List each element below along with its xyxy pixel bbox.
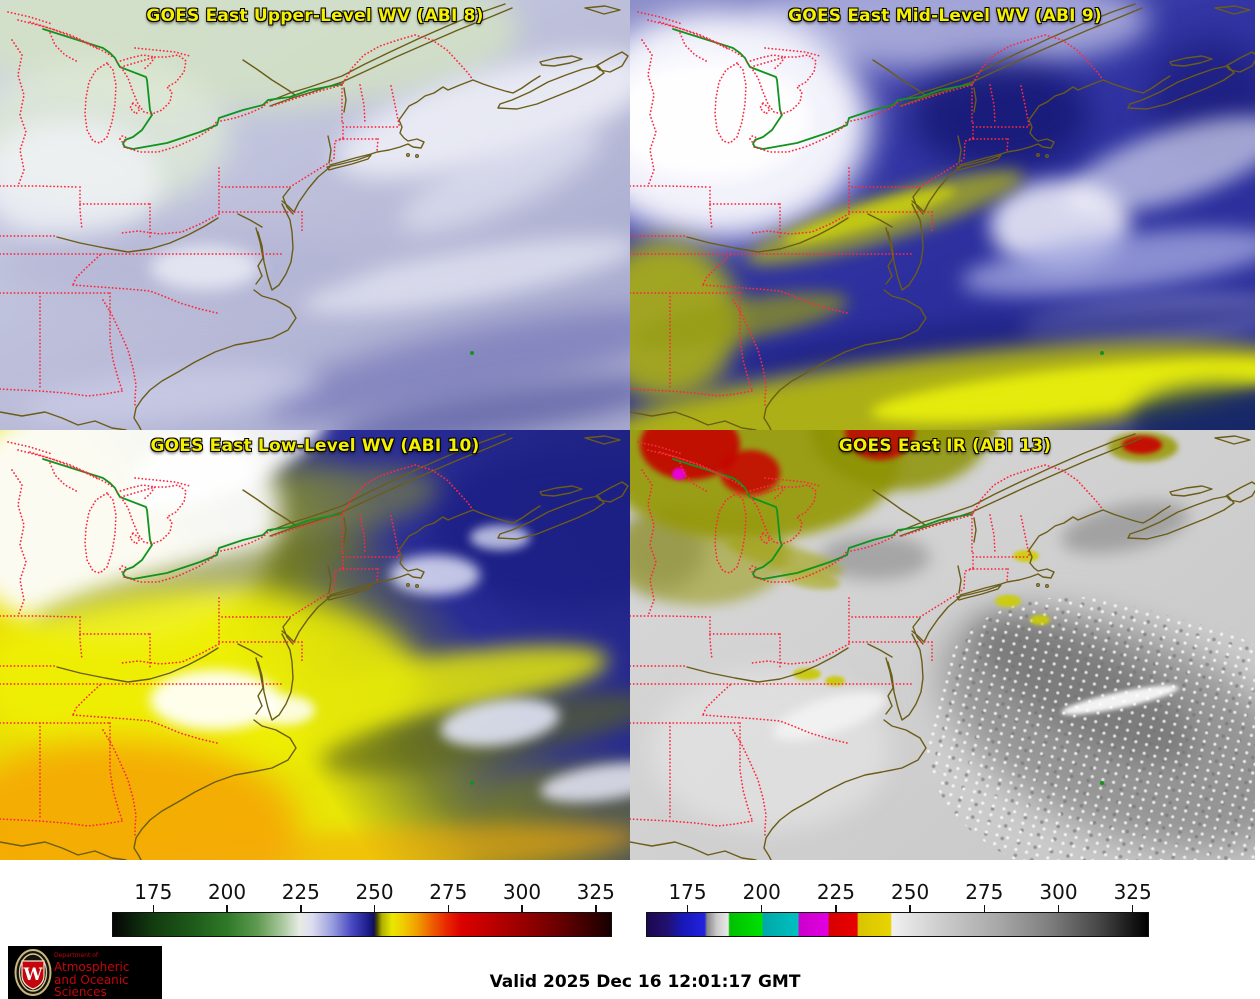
colorbar-tick-label: 200 (742, 880, 781, 904)
ir-enh-red-2 (720, 450, 780, 495)
colorbar-tick-label: 250 (355, 880, 394, 904)
panel-title-abi9: GOES East Mid-Level WV (ABI 9) (788, 6, 1102, 26)
ir-enh-magenta (672, 468, 686, 480)
colorbar-tick (226, 905, 228, 913)
ir-speck-3 (1030, 615, 1050, 625)
colorbar-tick-label: 325 (576, 880, 615, 904)
map-overlay (630, 433, 1259, 860)
wv-colorbar: 175 200 225 250 275 300 325 (112, 860, 615, 945)
logo-line2: and Oceanic Sciences (54, 973, 129, 999)
ir-colorbar-gradient (646, 912, 1149, 937)
logo-dept-label: Department of (54, 952, 98, 959)
colorbar-tick (152, 905, 155, 913)
colorbar-tick-label: 250 (891, 880, 930, 904)
panel-low-level-wv: GOES East Low-Level WV (ABI 10) (0, 430, 630, 860)
image-edge-strip (1255, 0, 1260, 430)
colorbar-tick-label: 175 (668, 880, 707, 904)
wv10-cloud-nc-2 (255, 695, 315, 725)
map-overlay (0, 3, 629, 430)
wv10-cloud-nc (150, 670, 280, 730)
logo-line1: Atmospheric (54, 960, 130, 974)
colorbar-tick-label: 275 (965, 880, 1004, 904)
panel-ir: GOES East IR (ABI 13) (630, 430, 1260, 860)
map-overlay (0, 433, 629, 860)
colorbar-tick-label: 200 (207, 880, 247, 904)
uw-crest-icon: W (14, 949, 52, 996)
colorbar-tick-label: 225 (816, 880, 856, 904)
image-edge-strip (1255, 430, 1260, 860)
panel-upper-level-wv: GOES East Upper-Level WV (ABI 8) (0, 0, 630, 430)
map-overlay (630, 3, 1259, 430)
ir-speck-1 (1013, 550, 1039, 562)
wv8-white-cloud-small (150, 245, 260, 290)
wv8-white-patch (0, 120, 160, 240)
colorbar-tick (1057, 905, 1060, 913)
colorbar-tick (447, 905, 450, 913)
colorbar-tick (373, 905, 376, 913)
colorbar-tick-label: 300 (502, 880, 542, 904)
colorbar-tick (595, 905, 597, 913)
colorbar-tick (521, 905, 523, 913)
wv-colorbar-gradient (112, 912, 612, 937)
ir-speck-2 (995, 595, 1021, 607)
ir-speck-5 (825, 676, 845, 686)
colorbar-tick (983, 905, 986, 913)
colorbar-tick (835, 905, 837, 913)
colorbar-tick (760, 905, 763, 913)
valid-time-label: Valid 2025 Dec 16 12:01:17 GMT (489, 972, 801, 992)
ir-colorbar: 175 200 225 250 275 300 325 (646, 860, 1152, 945)
colorbar-tick (1131, 905, 1134, 913)
colorbar-tick-label: 300 (1039, 880, 1078, 904)
svg-text:W: W (22, 965, 43, 985)
panel-title-abi8: GOES East Upper-Level WV (ABI 8) (146, 6, 484, 26)
wv9-dark-navy (910, 60, 1090, 170)
panel-title-abi10: GOES East Low-Level WV (ABI 10) (150, 436, 480, 456)
colorbar-tick (686, 905, 689, 913)
colorbar-tick-label: 325 (1113, 880, 1152, 904)
colorbar-tick (300, 905, 302, 913)
ir-speck-4 (793, 668, 821, 680)
colorbar-tick-label: 225 (281, 880, 320, 904)
colorbar-tick-label: 175 (134, 880, 173, 904)
ir-enh-red-tr (1122, 436, 1162, 454)
panel-mid-level-wv: GOES East Mid-Level WV (ABI 9) (630, 0, 1260, 430)
colorbar-strip: 175 200 225 250 275 300 325 175 200 225 250 275 300… (0, 860, 1260, 945)
colorbar-tick-label: 275 (429, 880, 468, 904)
colorbar-tick (909, 905, 911, 913)
panel-title-abi13: GOES East IR (ABI 13) (838, 436, 1052, 456)
uw-aos-logo: W Department of Atmospheric and Oceanic … (8, 946, 162, 999)
